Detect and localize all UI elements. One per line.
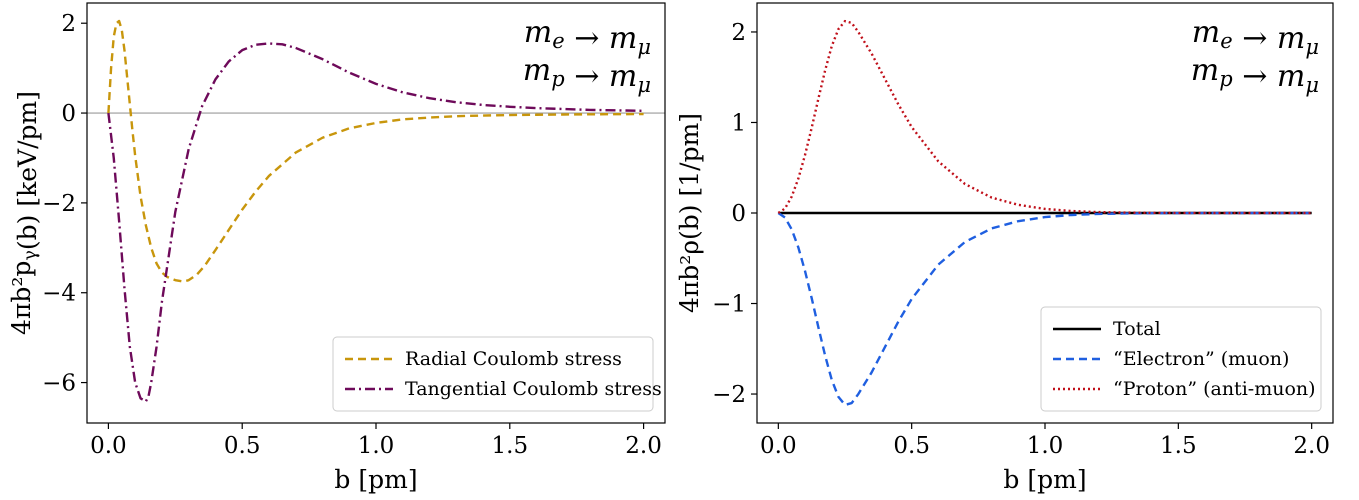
subscript: μ xyxy=(637,35,651,59)
legend-box xyxy=(332,336,654,412)
series-line-2 xyxy=(107,42,644,403)
series-line-3 xyxy=(777,19,1312,215)
legend-label: “Proton” (anti-muon) xyxy=(1113,378,1316,400)
x-tick-label: 1.0 xyxy=(358,433,395,459)
y-tick-label: 2 xyxy=(731,20,746,46)
annotation-line-2: mp → mμ xyxy=(1191,53,1319,97)
panel-1: 0.0 0.5 1.0 1.5 2.0 −6 −4 −2 0 2 b [pm] 4πb²pγ(b) [… xyxy=(7,2,666,494)
text-run: m xyxy=(523,53,551,88)
text-run: → m xyxy=(1233,21,1306,56)
x-tick-label: 2.0 xyxy=(1293,433,1330,459)
legend-label: Tangential Coulomb stress xyxy=(405,378,662,400)
text-run: m xyxy=(524,15,552,50)
text-run: → m xyxy=(565,59,638,94)
legend-label: Total xyxy=(1113,318,1161,340)
text-run: m xyxy=(1192,15,1220,50)
subscript: μ xyxy=(1305,35,1319,59)
subscript: p xyxy=(1219,67,1232,91)
panel-2: 0.0 0.5 1.0 1.5 2.0 −2 −1 0 1 2 b [pm] 4πb²ρ(b) [1/… xyxy=(675,2,1334,494)
x-tick-label: 0.0 xyxy=(90,433,127,459)
y-tick-label: 0 xyxy=(731,201,746,227)
y-tick-label: 2 xyxy=(61,11,76,37)
x-axis-label: b [pm] xyxy=(334,465,417,494)
x-tick-label: 2.0 xyxy=(625,433,662,459)
y-tick-label: 1 xyxy=(731,110,746,136)
x-tick-label: 1.5 xyxy=(1160,433,1197,459)
annotation-line-2: mp → mμ xyxy=(523,53,651,97)
legend-label: “Electron” (muon) xyxy=(1113,348,1289,370)
x-tick-label: 0.5 xyxy=(893,433,930,459)
series-line-2 xyxy=(777,211,1312,407)
text-run: 4πb²ρ(b) [1/pm] xyxy=(675,113,704,313)
y-tick-label: −4 xyxy=(42,281,76,307)
text-run: m xyxy=(1191,53,1219,88)
subscript: μ xyxy=(637,73,651,97)
y-tick-label: −2 xyxy=(712,382,746,408)
legend: Total “Electron” (muon) “Proton” (anti-muo… xyxy=(1040,306,1322,412)
x-axis-label: b [pm] xyxy=(1003,465,1086,494)
annotation-line-1: me → mμ xyxy=(1192,15,1319,59)
y-tick-label: −1 xyxy=(712,292,746,318)
subscript: μ xyxy=(1305,73,1319,97)
subscript: e xyxy=(552,29,564,53)
x-tick-label: 0.5 xyxy=(224,433,261,459)
y-tick-label: 0 xyxy=(61,101,76,127)
text-run: → m xyxy=(565,21,638,56)
text-run: (b) [keV/pm] xyxy=(13,91,42,250)
legend-box xyxy=(1040,306,1322,412)
subscript: p xyxy=(551,67,564,91)
legend-label: Radial Coulomb stress xyxy=(405,348,622,370)
x-tick-label: 0.0 xyxy=(760,433,797,459)
text-run: 4πb²p xyxy=(7,261,36,335)
y-axis-label: 4πb²ρ(b) [1/pm] xyxy=(675,113,704,313)
y-tick-label: −2 xyxy=(42,191,76,217)
subscript: γ xyxy=(21,250,41,260)
text-run: → m xyxy=(1233,59,1306,94)
y-tick-label: −6 xyxy=(42,371,76,397)
y-axis-label: 4πb²pγ(b) [keV/pm] xyxy=(7,91,42,335)
x-tick-label: 1.5 xyxy=(492,433,529,459)
x-tick-label: 1.0 xyxy=(1027,433,1064,459)
subscript: e xyxy=(1220,29,1232,53)
annotation-line-1: me → mμ xyxy=(524,15,651,59)
legend: Radial Coulomb stress Tangential Coulomb … xyxy=(332,336,662,412)
